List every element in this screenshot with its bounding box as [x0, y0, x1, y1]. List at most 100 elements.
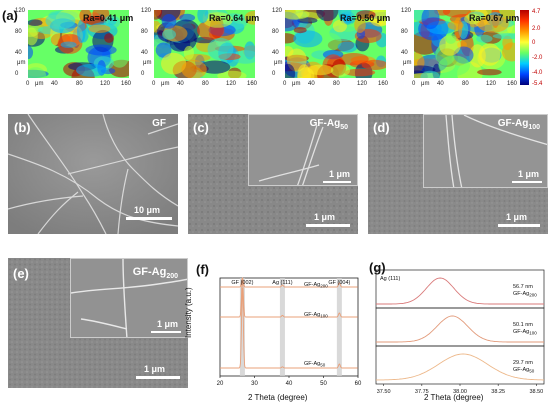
sem-inset: 1 μm [248, 114, 358, 186]
sem-image-gf: GF 10 μm [8, 114, 178, 234]
afm-x-tick: 160 [247, 81, 258, 87]
afm-y-tick: 120 [272, 8, 283, 14]
afm-y-unit: μm [403, 60, 412, 66]
highlight-band [279, 278, 285, 376]
colorbar-tick: 2.0 [532, 26, 541, 32]
afm-x-tick: 120 [100, 81, 111, 87]
x-tick-label: 37.50 [377, 389, 391, 395]
series-label: GF-Ag100 [513, 329, 537, 336]
afm-height-map [28, 10, 129, 78]
peak-label: GF (002) [231, 280, 253, 286]
afm-height-map [414, 10, 515, 78]
afm-x-tick: 160 [507, 81, 518, 87]
highlight-band [239, 278, 245, 376]
afm-y-tick: 80 [141, 29, 148, 35]
panel-label-d: (d) [373, 120, 390, 135]
panel-label-e: (e) [13, 266, 29, 281]
sem-image-gf-ag200: 1 μm GF-Ag200 1 μm [8, 258, 188, 388]
afm-x-tick: 160 [378, 81, 389, 87]
afm-y-tick: 0 [141, 71, 145, 77]
afm-y-tick: 120 [401, 8, 412, 14]
scale-label: 1 μm [506, 212, 528, 222]
sem-inset: 1 μm [70, 258, 188, 338]
afm-y-tick: 0 [15, 71, 19, 77]
afm-x-tick: 0 [152, 81, 156, 87]
colorbar-tick: -5.4 [532, 81, 543, 87]
x-axis-label: 2 Theta (degree) [248, 393, 308, 402]
series-label: GF-Ag200 [513, 291, 537, 298]
colorbar-tick: -2.0 [532, 55, 543, 61]
x-tick-label: 38.25 [491, 389, 505, 395]
x-tick-label: 20 [217, 381, 224, 387]
series-label: GF-Ag100 [304, 312, 328, 319]
afm-x-tick: 120 [486, 81, 497, 87]
inset-scale-label: 1 μm [329, 169, 351, 179]
afm-x-tick: 40 [308, 81, 315, 87]
sem-title: GF [152, 118, 166, 129]
series-label: GF-Ag200 [304, 282, 328, 289]
afm-x-tick: 80 [462, 81, 469, 87]
inset-scale-label: 1 μm [518, 169, 540, 179]
series-label: GF-Ag50 [513, 367, 535, 374]
afm-x-tick: 80 [333, 81, 340, 87]
x-tick-label: 38.50 [529, 389, 543, 395]
afm-y-tick: 40 [272, 50, 279, 56]
colorbar-tick: -4.0 [532, 70, 543, 76]
roughness-label: Ra=0.41 μm [83, 13, 134, 23]
afm-x-tick: 80 [202, 81, 209, 87]
x-axis-label: 2 Theta (degree) [424, 393, 484, 402]
scale-bar [306, 224, 350, 227]
colorbar-tick: 4.7 [532, 9, 541, 15]
x-tick-label: 40 [286, 381, 293, 387]
afm-y-tick: 40 [15, 50, 22, 56]
inset-scale-label: 1 μm [157, 319, 179, 329]
highlight-band [336, 278, 342, 376]
colorbar-tick: 0 [532, 40, 536, 46]
graphene-wrinkles [8, 114, 178, 234]
afm-height-map [285, 10, 386, 78]
crystallite-size-label: 50.1 nm [513, 322, 533, 328]
x-tick-label: 38.00 [453, 389, 467, 395]
afm-height-map [154, 10, 255, 78]
inset-scale-bar [323, 181, 351, 183]
afm-y-tick: 80 [15, 29, 22, 35]
afm-y-tick: 40 [141, 50, 148, 56]
afm-y-tick: 80 [272, 29, 279, 35]
panel-label-b: (b) [14, 120, 31, 135]
afm-y-unit: μm [143, 60, 152, 66]
afm-x-tick: μm [161, 81, 170, 87]
peak-label: Ag (111) [272, 280, 292, 286]
roughness-label: Ra=0.64 μm [209, 13, 260, 23]
afm-x-tick: 0 [412, 81, 416, 87]
roughness-label: Ra=0.67 μm [469, 13, 520, 23]
height-colorbar [520, 10, 529, 85]
afm-y-unit: μm [17, 60, 26, 66]
panel-label-g: (g) [369, 260, 386, 275]
x-tick-label: 50 [320, 381, 327, 387]
sem-title: GF-Ag50 [309, 118, 348, 131]
afm-x-tick: 40 [437, 81, 444, 87]
panel-label-c: (c) [193, 120, 209, 135]
sem-image-gf-ag100: 1 μm GF-Ag100 1 μm [368, 114, 548, 234]
inset-scale-bar [151, 331, 181, 333]
series-label: GF-Ag50 [304, 361, 326, 368]
scale-bar [136, 376, 180, 379]
afm-y-tick: 40 [401, 50, 408, 56]
x-tick-label: 30 [251, 381, 258, 387]
afm-x-tick: 0 [26, 81, 30, 87]
afm-y-unit: μm [274, 60, 283, 66]
crystallite-size-label: 56.7 nm [513, 284, 533, 290]
peak-label: Ag (111) [380, 276, 400, 282]
peak-label: GF (004) [328, 280, 350, 286]
inset-scale-bar [512, 181, 542, 183]
afm-x-tick: 40 [177, 81, 184, 87]
xrd-peak-line [376, 315, 544, 343]
scale-label: 10 μm [134, 205, 161, 215]
afm-x-tick: 40 [51, 81, 58, 87]
sem-title: GF-Ag200 [132, 266, 178, 281]
scale-label: 1 μm [144, 364, 166, 374]
xrd-peak-line [375, 353, 544, 381]
afm-x-tick: μm [35, 81, 44, 87]
xrd-peak-line [376, 277, 544, 305]
